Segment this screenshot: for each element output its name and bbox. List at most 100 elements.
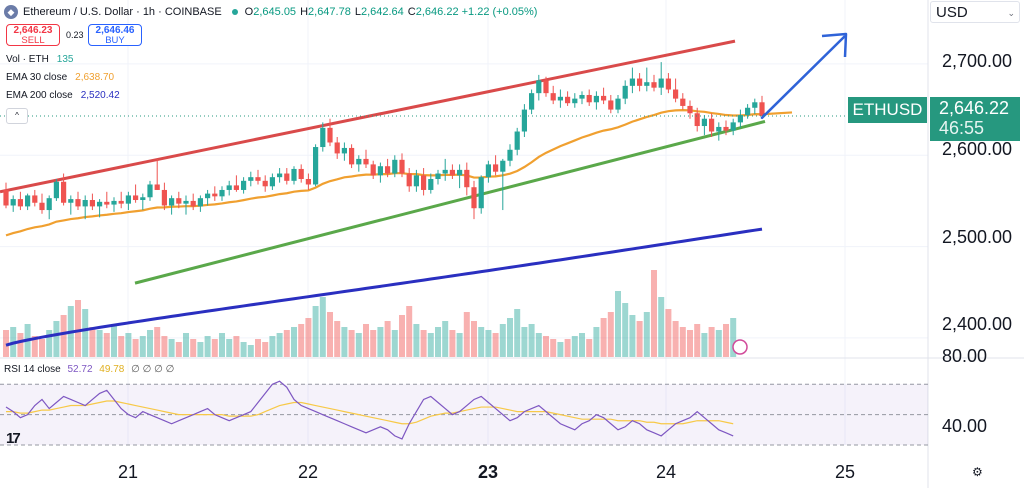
symbol-title[interactable]: Ethereum / U.S. Dollar · 1h · COINBASE	[23, 6, 222, 18]
buy-price: 2,646.46	[95, 25, 135, 36]
x-tick-22: 22	[297, 462, 319, 482]
candle-body	[118, 200, 124, 204]
candle-body	[529, 93, 535, 110]
volume-bar	[665, 309, 672, 357]
candle-body	[550, 93, 556, 101]
candle-body	[320, 127, 326, 148]
candle-body	[262, 180, 268, 187]
candle-body	[428, 179, 434, 190]
tradingview-logo[interactable]: 17	[6, 430, 21, 447]
volume-bar	[168, 339, 175, 357]
candle-body	[680, 98, 686, 106]
candle-body	[169, 198, 175, 206]
volume-legend[interactable]: Vol · ETH 135	[6, 54, 73, 65]
rsi-line	[5, 380, 734, 440]
volume-bar	[17, 333, 24, 357]
channel-top-trendline[interactable]	[0, 39, 736, 194]
volume-bar	[571, 336, 578, 357]
y-tick-2400: 2,400.00	[942, 314, 1013, 334]
volume-bar	[89, 327, 96, 357]
forecast-arrow[interactable]	[760, 35, 846, 120]
candle-body	[471, 187, 477, 209]
candle-body	[291, 168, 297, 181]
volume-bar	[60, 315, 67, 357]
forecast-arrowhead	[821, 32, 848, 58]
volume-bar	[507, 318, 513, 357]
settings-gear-icon[interactable]: ⚙	[972, 465, 983, 479]
rsi-value: 52.72	[67, 364, 93, 375]
close-label: C	[407, 6, 416, 18]
x-tick-23: 23	[477, 462, 499, 482]
candle-body	[176, 198, 182, 204]
candle-body	[82, 200, 88, 207]
volume-bar	[341, 327, 348, 357]
open-label: O	[244, 6, 254, 18]
volume-bar	[442, 321, 449, 357]
candle-body	[665, 78, 671, 90]
low-label: L	[354, 6, 361, 18]
volume-bar	[427, 333, 434, 357]
candle-body	[593, 95, 599, 103]
channel-bottom-trendline[interactable]	[134, 120, 766, 285]
sell-price: 2,646.23	[13, 25, 53, 36]
sell-button[interactable]: 2,646.23 SELL	[6, 24, 60, 46]
ema30-value: 2,638.70	[75, 72, 115, 83]
candle-body	[97, 201, 103, 207]
volume-bar	[262, 342, 269, 357]
volume-bar	[651, 270, 657, 357]
candle-body	[521, 109, 527, 132]
candle-body	[442, 169, 448, 174]
x-tick-24: 24	[655, 462, 677, 482]
ema200-legend[interactable]: EMA 200 close 2,520.42	[6, 90, 120, 101]
volume-bar	[370, 330, 377, 357]
candle-body	[349, 147, 355, 165]
volume-bar	[154, 327, 161, 357]
volume-bar	[485, 330, 492, 357]
volume-bar	[118, 336, 125, 357]
volume-bar	[111, 324, 117, 357]
volume-bar	[456, 333, 463, 357]
volume-bar	[636, 321, 643, 357]
volume-bar	[305, 318, 312, 357]
candle-body	[543, 80, 549, 94]
candle-body	[125, 195, 131, 204]
volume-bar	[377, 327, 384, 357]
candle-body	[111, 200, 117, 205]
collapse-legend-button[interactable]: ^	[6, 108, 28, 124]
candle-body	[255, 177, 261, 181]
candle-body	[233, 185, 239, 190]
volume-bar	[413, 324, 420, 357]
ema200-label: EMA 200 close	[6, 90, 73, 101]
lightning-icon[interactable]	[732, 339, 748, 355]
candle-body	[644, 82, 650, 86]
rsi-extra-values: ∅ ∅ ∅ ∅	[131, 364, 175, 375]
rsi-tick-80: 80.00	[942, 346, 988, 366]
candle-body	[399, 159, 405, 174]
volume-bar	[564, 339, 571, 357]
candle-body	[637, 78, 643, 86]
candle-body	[39, 202, 45, 211]
volume-bar	[291, 327, 297, 357]
y-tick-2500: 2,500.00	[942, 227, 1013, 247]
volume-bar	[283, 330, 290, 357]
sell-label: SELL	[21, 35, 45, 46]
volume-bar	[219, 333, 225, 357]
candle-body	[219, 189, 225, 197]
candle-body	[313, 147, 319, 185]
volume-bar	[363, 324, 369, 357]
ema30-legend[interactable]: EMA 30 close 2,638.70	[6, 72, 114, 83]
currency-selector[interactable]: USD ⌄	[930, 1, 1020, 23]
candle-body	[269, 177, 275, 187]
ema200-line	[5, 227, 763, 347]
volume-bar	[183, 333, 189, 357]
candle-body	[572, 98, 578, 104]
candle-body	[154, 184, 160, 190]
ema200-value: 2,520.42	[80, 90, 120, 101]
volume-bar	[348, 330, 355, 357]
rsi-legend[interactable]: RSI 14 close 52.72 49.78 ∅ ∅ ∅ ∅	[4, 364, 174, 375]
volume-bar	[514, 309, 521, 357]
volume-bar	[276, 333, 283, 357]
buy-button[interactable]: 2,646.46 BUY	[88, 24, 142, 46]
candle-body	[190, 200, 196, 207]
